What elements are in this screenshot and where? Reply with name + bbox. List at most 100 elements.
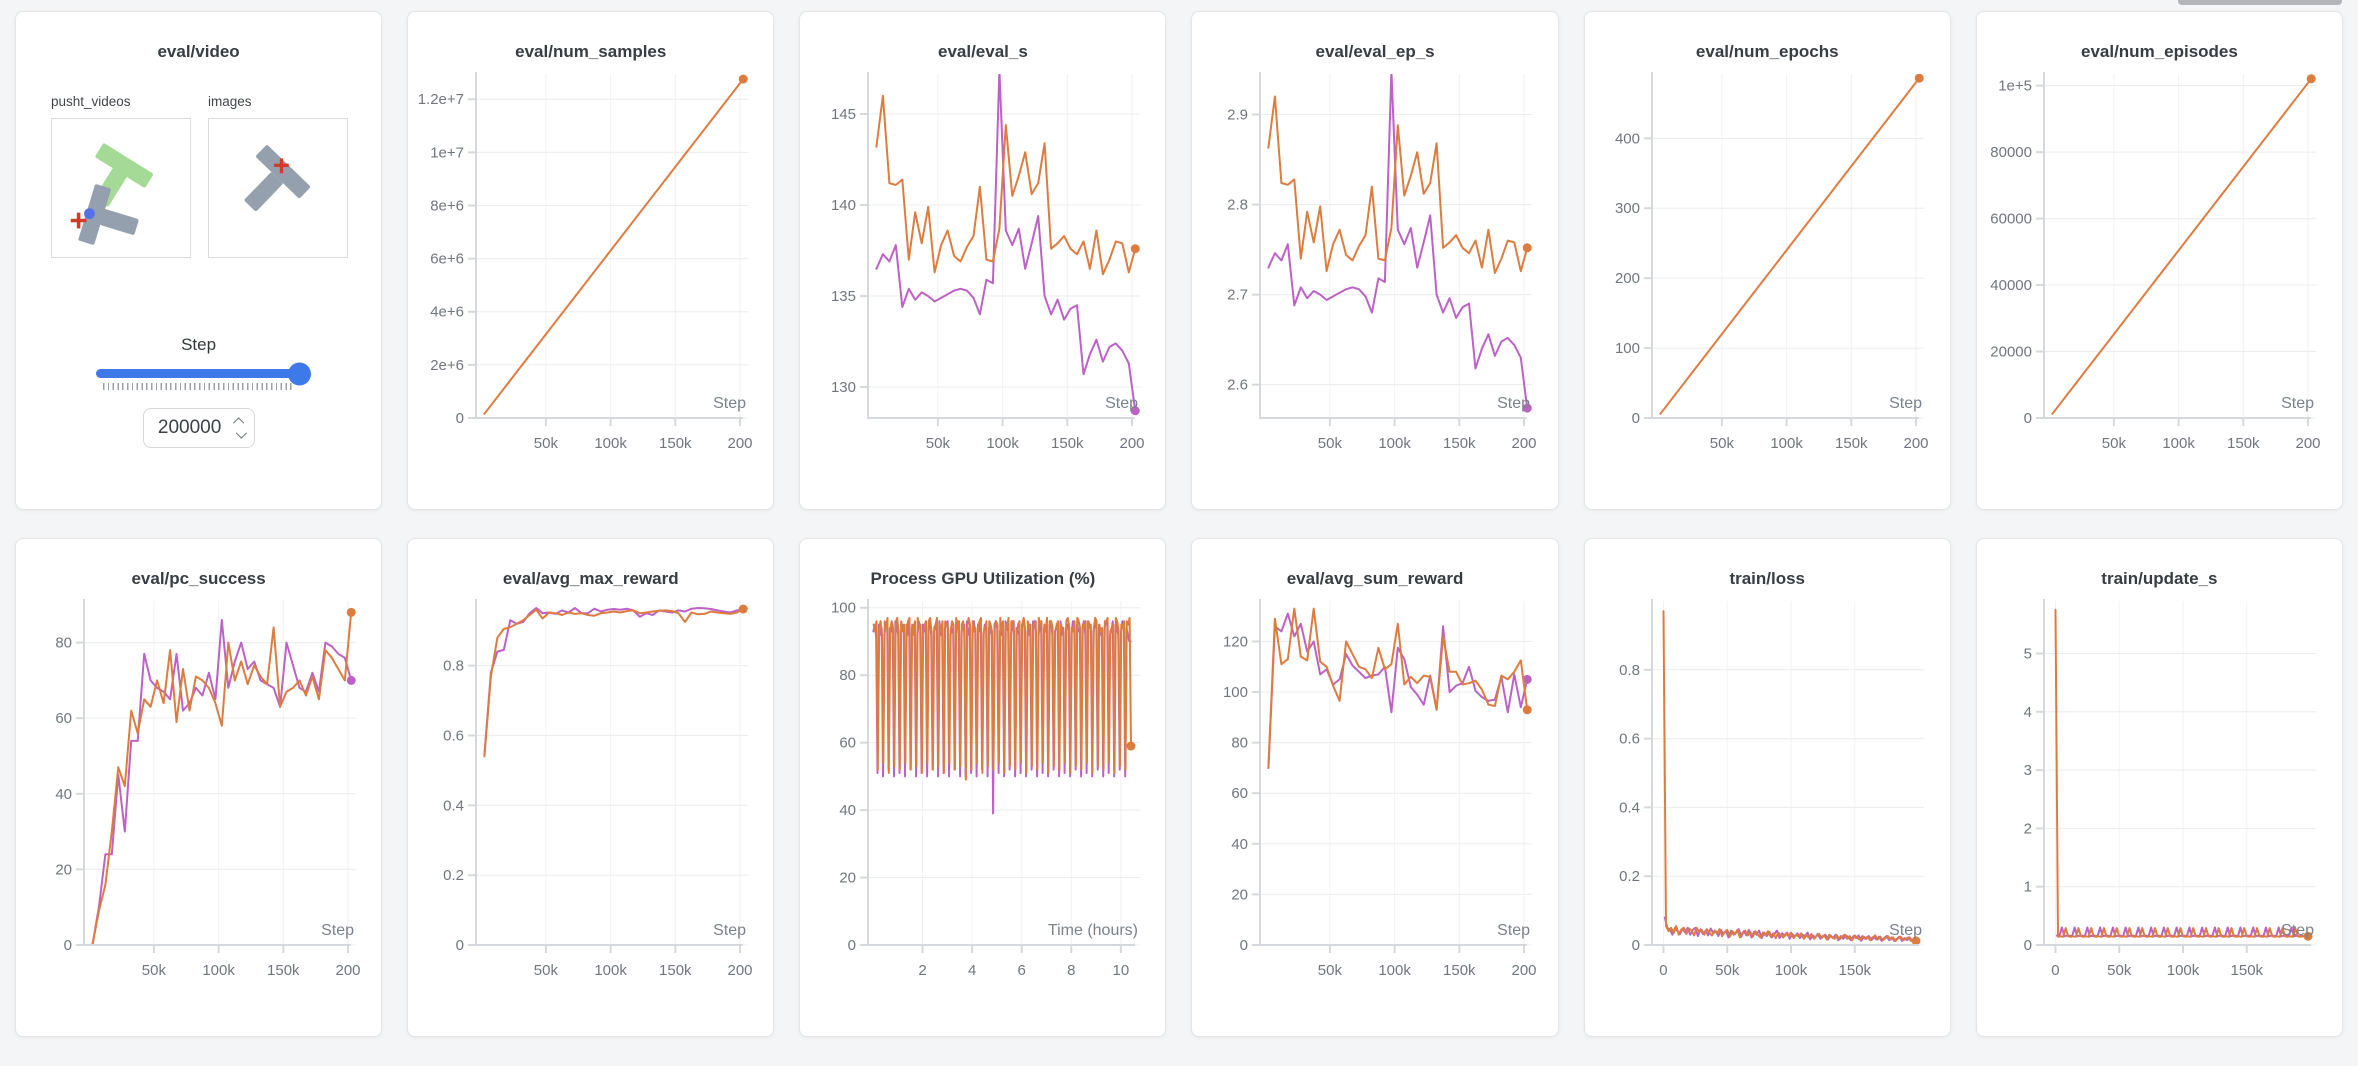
eval-num-samples-chart[interactable]: 0 2e+6 4e+6 6e+6 8e+6 1e+7 1.2e+7 50k 100k 150k 20… xyxy=(418,66,764,466)
svg-text:50k: 50k xyxy=(1710,435,1735,452)
svg-text:100k: 100k xyxy=(1775,962,1808,979)
svg-text:200: 200 xyxy=(1615,270,1640,287)
chart-title: eval/num_episodes xyxy=(2080,42,2238,61)
eval-eval-ep-s-chart[interactable]: 2.6 2.7 2.8 2.9 50k 100k 150k 200 Step xyxy=(1202,66,1548,466)
svg-text:1e+5: 1e+5 xyxy=(1999,78,2033,95)
svg-text:Step: Step xyxy=(2281,922,2314,939)
svg-text:5: 5 xyxy=(2024,645,2032,662)
eval-num-episodes-chart[interactable]: 0 20000 40000 60000 80000 1e+5 50k 100k 150k 200 S… xyxy=(1986,66,2332,466)
slider-track[interactable] xyxy=(95,362,311,385)
train-update-s-chart[interactable]: 0 1 2 3 4 5 0 50k 100k 150k Step xyxy=(1986,593,2332,993)
svg-text:2: 2 xyxy=(2024,820,2032,837)
svg-text:0.8: 0.8 xyxy=(1619,662,1640,679)
pusht-video-thumbnail[interactable] xyxy=(51,118,191,258)
chart-title: train/loss xyxy=(1729,569,1806,588)
svg-text:150k: 150k xyxy=(1051,435,1084,452)
panel-eval-avg-max-reward: eval/avg_max_reward 0 0.2 0.4 0.6 0.8 50k 100k… xyxy=(407,538,775,1037)
svg-text:50k: 50k xyxy=(2108,962,2133,979)
step-slider-label: Step xyxy=(181,335,217,354)
svg-text:80: 80 xyxy=(1231,735,1248,752)
svg-text:60: 60 xyxy=(55,710,72,727)
panel-eval-num-epochs: eval/num_epochs 0 100 200 300 400 50k 100k 150k… xyxy=(1583,11,1951,510)
chart-title: eval/pc_success xyxy=(131,569,266,588)
svg-text:0: 0 xyxy=(63,937,71,954)
panel-process-gpu-utilization: Process GPU Utilization (%) 0 20 40 60 80 100… xyxy=(799,538,1167,1037)
agent-dot xyxy=(84,208,95,220)
svg-text:Step: Step xyxy=(1497,395,1530,412)
svg-text:20: 20 xyxy=(839,870,856,887)
eval-avg-sum-reward-chart[interactable]: 0 20 40 60 80 100 120 50k 100k 150k 200 Step xyxy=(1202,593,1548,993)
svg-text:130: 130 xyxy=(831,379,856,396)
images-thumbnail[interactable] xyxy=(208,118,348,258)
svg-text:150k: 150k xyxy=(659,962,692,979)
svg-text:2: 2 xyxy=(918,962,926,979)
media-label: images xyxy=(208,94,252,109)
eval-avg-max-reward-chart[interactable]: 0 0.2 0.4 0.6 0.8 50k 100k 150k 200 Step xyxy=(418,593,764,993)
panel-eval-video: eval/video pusht_videos xyxy=(15,11,383,510)
svg-text:120: 120 xyxy=(1223,633,1248,650)
eval-pc-success-chart[interactable]: 0 20 40 60 80 50k 100k 150k 200 Step xyxy=(26,593,372,993)
eval-num-epochs-chart[interactable]: 0 100 200 300 400 50k 100k 150k 200 Step xyxy=(1594,66,1940,466)
train-loss-chart[interactable]: 0 0.2 0.4 0.6 0.8 0 50k 100k 150k Step xyxy=(1594,593,1940,993)
svg-text:100k: 100k xyxy=(2167,962,2200,979)
svg-text:0.4: 0.4 xyxy=(443,797,464,814)
svg-text:200: 200 xyxy=(1119,435,1144,452)
step-slider[interactable] xyxy=(95,362,311,390)
svg-text:100k: 100k xyxy=(1378,962,1411,979)
panel-train-loss: train/loss 0 0.2 0.4 0.6 0.8 0 50k 100k 150k Step xyxy=(1583,538,1951,1037)
panel-eval-num-episodes: eval/num_episodes 0 20000 40000 60000 80000 1… xyxy=(1975,11,2343,510)
svg-text:6e+6: 6e+6 xyxy=(430,251,464,268)
svg-text:50k: 50k xyxy=(534,962,559,979)
svg-text:150k: 150k xyxy=(1839,962,1872,979)
step-stepper[interactable] xyxy=(232,417,247,439)
svg-text:0.6: 0.6 xyxy=(443,727,464,744)
svg-text:200: 200 xyxy=(727,435,752,452)
svg-text:2.6: 2.6 xyxy=(1227,377,1248,394)
horizontal-scrollbar[interactable] xyxy=(2178,0,2342,5)
svg-text:40: 40 xyxy=(1231,836,1248,853)
svg-text:Step: Step xyxy=(1889,395,1922,412)
svg-text:50k: 50k xyxy=(1318,962,1343,979)
gray-t-shape xyxy=(244,145,311,212)
svg-text:20000: 20000 xyxy=(1991,344,2033,361)
panel-train-update-s: train/update_s 0 1 2 3 4 5 0 50k 100k 150k Step xyxy=(1975,538,2343,1037)
svg-text:0: 0 xyxy=(455,937,463,954)
svg-text:50k: 50k xyxy=(926,435,951,452)
media-panel-title: eval/video xyxy=(157,42,240,61)
svg-text:3: 3 xyxy=(2024,762,2032,779)
svg-text:60: 60 xyxy=(1231,785,1248,802)
svg-text:200: 200 xyxy=(2296,435,2321,452)
process-gpu-utilization-chart[interactable]: 0 20 40 60 80 100 2 4 6 8 10 Time (hours) xyxy=(810,593,1156,993)
svg-text:Step: Step xyxy=(321,922,354,939)
svg-text:2.8: 2.8 xyxy=(1227,197,1248,214)
slider-tick-ruler xyxy=(102,383,295,390)
eval-eval-s-chart[interactable]: 130 135 140 145 50k 100k 150k 200 Step xyxy=(810,66,1156,466)
svg-text:0.4: 0.4 xyxy=(1619,799,1640,816)
svg-text:100k: 100k xyxy=(1378,435,1411,452)
svg-text:145: 145 xyxy=(831,106,856,123)
svg-text:100k: 100k xyxy=(1771,435,1804,452)
chart-title: train/update_s xyxy=(2101,569,2218,588)
step-value-input[interactable] xyxy=(142,408,255,448)
svg-text:150k: 150k xyxy=(267,962,300,979)
svg-text:400: 400 xyxy=(1615,130,1640,147)
chart-title: eval/avg_sum_reward xyxy=(1286,569,1464,588)
svg-text:0.8: 0.8 xyxy=(443,658,464,675)
svg-text:50k: 50k xyxy=(141,962,166,979)
svg-text:40: 40 xyxy=(55,786,72,803)
svg-text:0: 0 xyxy=(2024,937,2032,954)
panel-eval-eval-s: eval/eval_s 130 135 140 145 50k 100k 150k 200 St… xyxy=(799,11,1167,510)
svg-text:50k: 50k xyxy=(1715,962,1740,979)
svg-text:200: 200 xyxy=(1512,435,1537,452)
svg-text:4: 4 xyxy=(2024,704,2032,721)
svg-text:60000: 60000 xyxy=(1991,211,2033,228)
svg-text:80000: 80000 xyxy=(1991,144,2033,161)
svg-text:100k: 100k xyxy=(594,962,627,979)
svg-text:100k: 100k xyxy=(2163,435,2196,452)
svg-text:100: 100 xyxy=(831,600,856,617)
svg-text:200: 200 xyxy=(1904,435,1929,452)
svg-text:150k: 150k xyxy=(1443,435,1476,452)
svg-text:50k: 50k xyxy=(1318,435,1343,452)
slider-handle[interactable] xyxy=(287,362,311,385)
svg-text:200: 200 xyxy=(335,962,360,979)
